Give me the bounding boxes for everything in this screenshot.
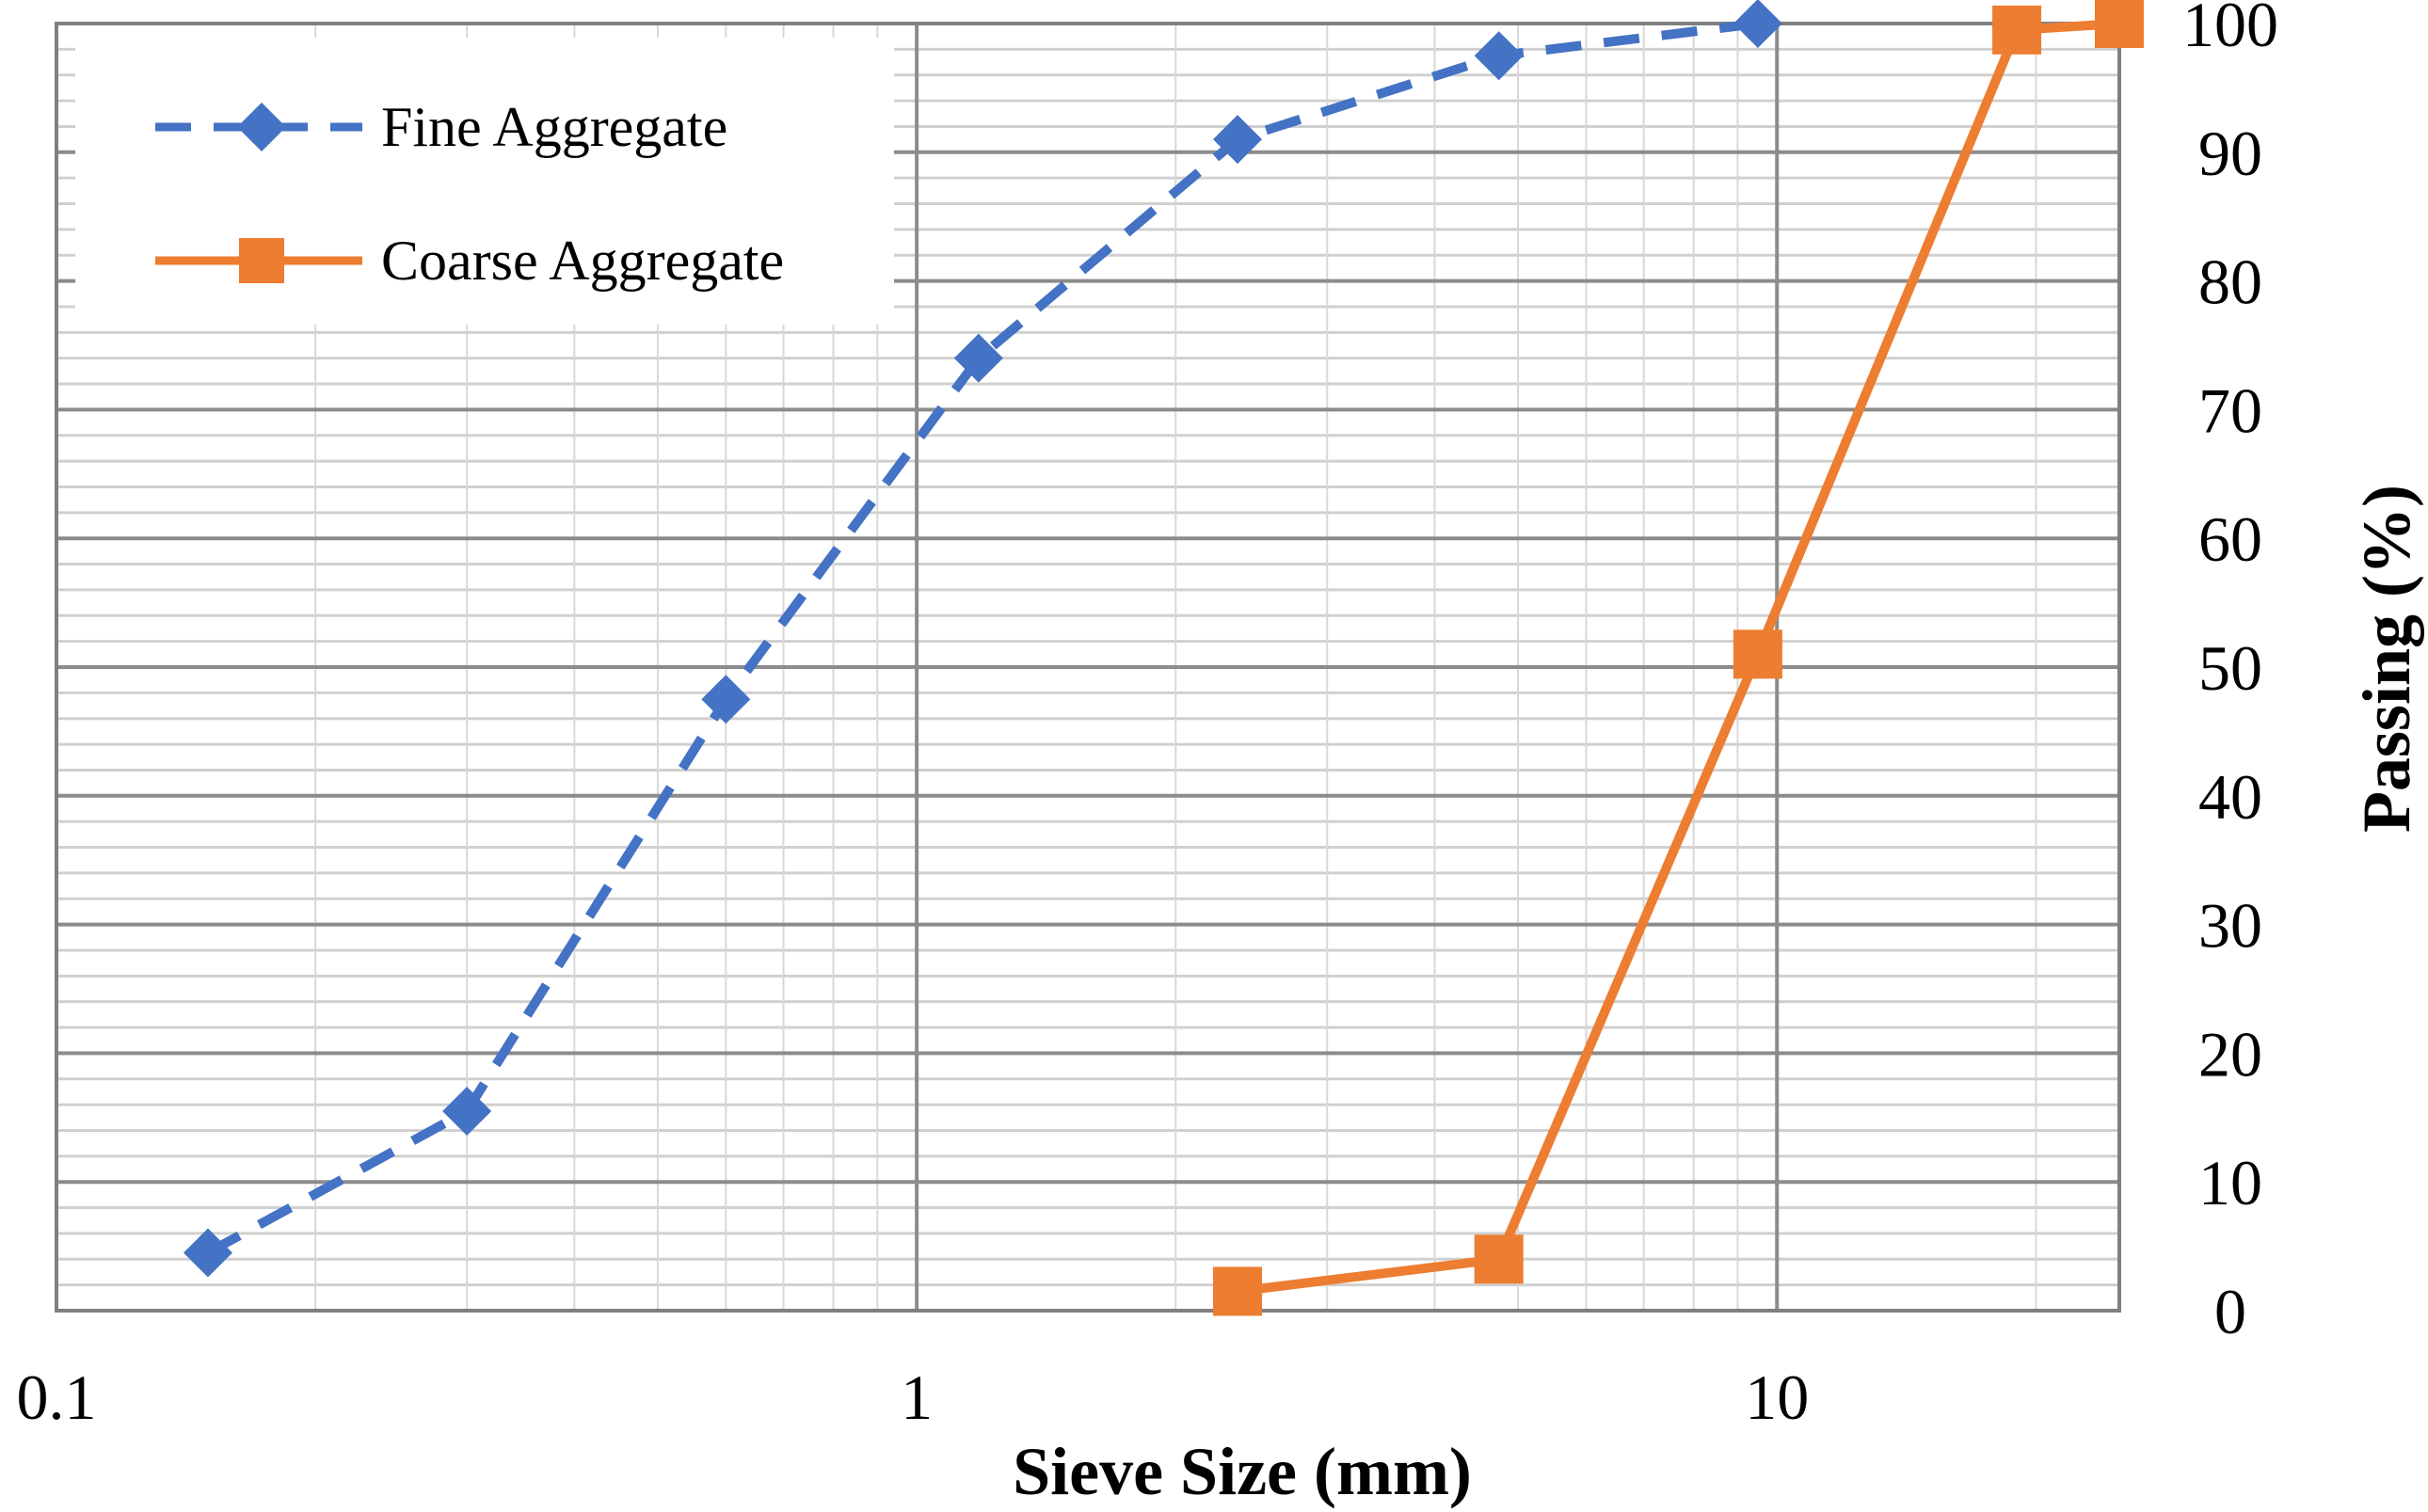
data-point-square bbox=[1992, 5, 2042, 55]
y-tick-label: 90 bbox=[2198, 118, 2262, 189]
data-point-diamond bbox=[1474, 31, 1524, 81]
data-point-diamond bbox=[701, 675, 751, 724]
data-point-square bbox=[1733, 629, 1782, 679]
x-axis-title: Sieve Size (mm) bbox=[1013, 1434, 1472, 1509]
legend-coarse-square-marker bbox=[239, 238, 284, 283]
y-tick-label: 10 bbox=[2198, 1147, 2262, 1218]
data-point-diamond bbox=[1213, 115, 1263, 165]
y-axis-title: Passing (%) bbox=[2349, 485, 2424, 833]
series-coarse-aggregate bbox=[1213, 0, 2144, 1316]
data-point-square bbox=[1474, 1234, 1524, 1284]
data-point-diamond bbox=[1733, 0, 1782, 48]
y-tick-label: 50 bbox=[2198, 632, 2262, 704]
x-tick-label: 1 bbox=[901, 1361, 933, 1433]
series-fine-aggregate bbox=[183, 0, 1782, 1278]
data-point-square bbox=[2095, 0, 2144, 48]
y-tick-label: 0 bbox=[2214, 1276, 2246, 1347]
legend-label-coarse-aggregate: Coarse Aggregate bbox=[381, 230, 784, 292]
y-tick-label: 30 bbox=[2198, 890, 2262, 962]
x-tick-label: 10 bbox=[1745, 1361, 1809, 1433]
y-tick-label: 70 bbox=[2198, 374, 2262, 446]
legend-label-fine-aggregate: Fine Aggregate bbox=[381, 96, 727, 158]
y-tick-label: 40 bbox=[2198, 761, 2262, 833]
x-axis-tick-labels: 0.1 1 10 bbox=[17, 1361, 1810, 1433]
legend: Fine Aggregate Coarse Aggregate bbox=[75, 38, 894, 325]
data-point-diamond bbox=[183, 1228, 232, 1278]
legend-fine-diamond-marker bbox=[237, 103, 286, 151]
y-axis-tick-labels: 0 10 20 30 40 50 60 70 80 90 100 bbox=[2182, 0, 2278, 1347]
data-point-diamond bbox=[953, 333, 1003, 383]
plot-area-frame bbox=[55, 22, 2121, 1313]
data-point-square bbox=[1213, 1266, 1263, 1316]
y-tick-label: 20 bbox=[2198, 1018, 2262, 1090]
y-tick-label: 100 bbox=[2182, 0, 2278, 60]
legend-box bbox=[75, 38, 894, 325]
data-point-diamond bbox=[442, 1086, 492, 1136]
y-tick-label: 80 bbox=[2198, 247, 2262, 318]
x-tick-label: 0.1 bbox=[17, 1361, 97, 1433]
y-tick-label: 60 bbox=[2198, 503, 2262, 575]
series-layer bbox=[183, 0, 2144, 1316]
